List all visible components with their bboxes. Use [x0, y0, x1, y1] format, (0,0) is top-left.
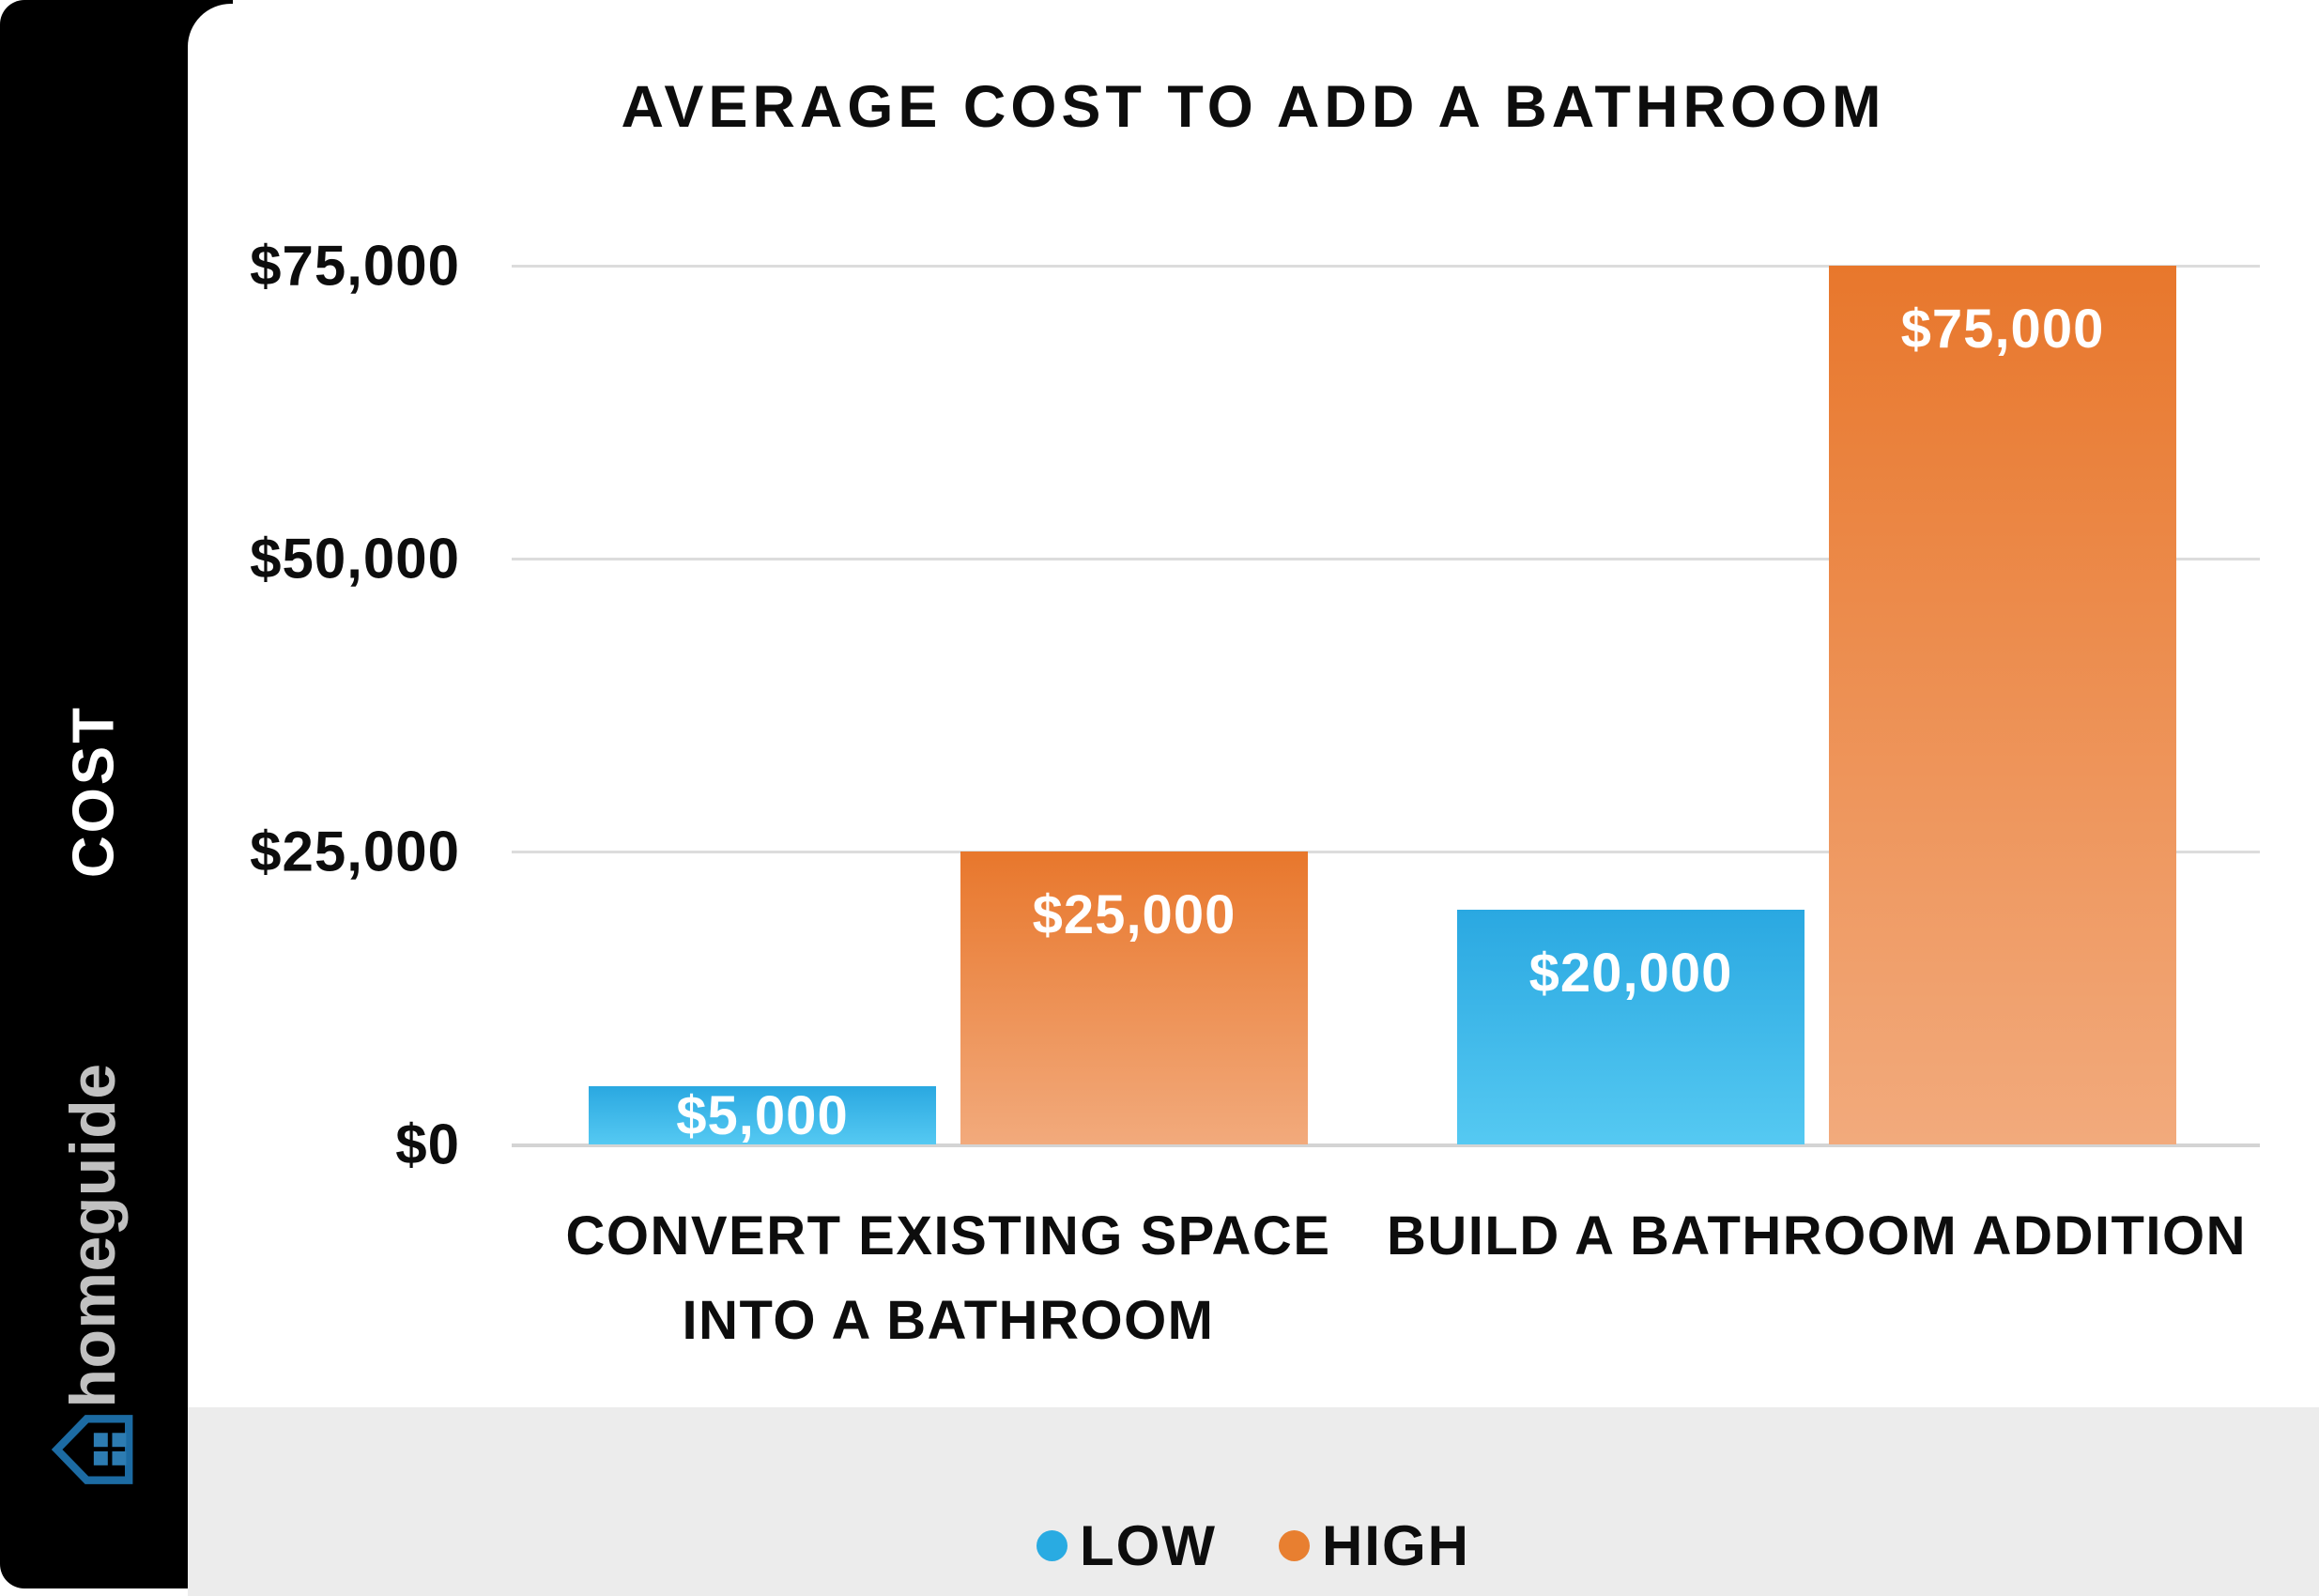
- y-axis-title: COST: [61, 704, 127, 879]
- legend-label: LOW: [1080, 1514, 1217, 1577]
- legend-dot-low: [1037, 1530, 1068, 1561]
- brand-logo-text: homeguide: [57, 1063, 129, 1408]
- y-tick-label: $75,000: [250, 234, 460, 298]
- legend-strip-background: [188, 1407, 2319, 1596]
- category-label-2: BUILD A BATHROOM ADDITION: [1387, 1205, 2247, 1266]
- legend-item-high: HIGH: [1278, 1513, 1470, 1578]
- gridline-75000: [512, 265, 2260, 268]
- y-tick-label: $0: [395, 1113, 460, 1176]
- gridline-25000: [512, 851, 2260, 853]
- bar-value-label: $75,000: [1900, 299, 2105, 360]
- bar-low-group1: $5,000: [589, 1084, 936, 1146]
- gridline-0: [512, 1143, 2260, 1147]
- bar-high-group1: $25,000: [960, 852, 1308, 1144]
- y-tick-label: $25,000: [250, 820, 460, 883]
- bar-value-label: $25,000: [1032, 884, 1236, 945]
- chart-title: AVERAGE COST TO ADD A BATHROOM: [621, 74, 1886, 140]
- legend-label: HIGH: [1321, 1514, 1470, 1577]
- bar-high-group2: $75,000: [1829, 266, 2176, 1144]
- bar-value-label: $20,000: [1528, 943, 1733, 1004]
- house-icon: [49, 1408, 135, 1491]
- y-tick-label: $50,000: [250, 527, 460, 591]
- bar-low-group2: $20,000: [1457, 910, 1805, 1144]
- category-label-1: CONVERT EXISTING SPACE INTO A BATHROOM: [565, 1205, 1331, 1351]
- legend-item-low: LOW: [1037, 1513, 1217, 1578]
- legend-dot-high: [1278, 1530, 1310, 1561]
- gridline-50000: [512, 558, 2260, 560]
- bar-value-label: $5,000: [676, 1084, 849, 1146]
- legend: LOW HIGH: [188, 1513, 2319, 1578]
